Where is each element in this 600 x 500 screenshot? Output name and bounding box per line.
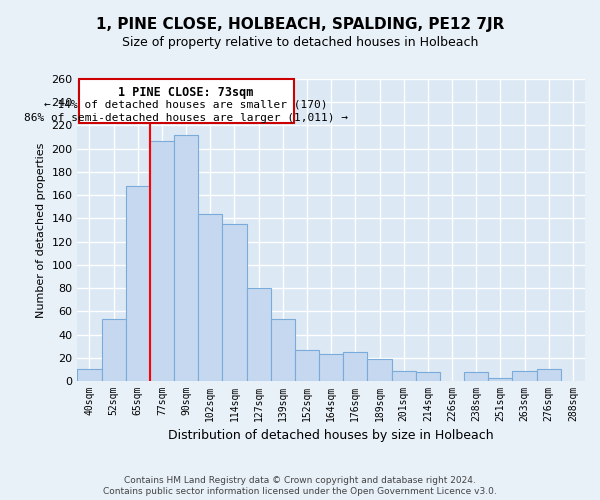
Text: Contains public sector information licensed under the Open Government Licence v3: Contains public sector information licen… [103, 487, 497, 496]
Text: Size of property relative to detached houses in Holbeach: Size of property relative to detached ho… [122, 36, 478, 49]
Bar [198, 214, 223, 381]
Bar [126, 186, 150, 381]
X-axis label: Distribution of detached houses by size in Holbeach: Distribution of detached houses by size … [169, 430, 494, 442]
Bar [295, 350, 319, 381]
Bar [343, 352, 367, 381]
Bar [174, 135, 198, 381]
Y-axis label: Number of detached properties: Number of detached properties [35, 142, 46, 318]
Bar [464, 372, 488, 381]
Bar [536, 370, 561, 381]
Bar [319, 354, 343, 381]
Bar [101, 320, 126, 381]
Bar [512, 370, 536, 381]
Bar [247, 288, 271, 381]
Text: 1, PINE CLOSE, HOLBEACH, SPALDING, PE12 7JR: 1, PINE CLOSE, HOLBEACH, SPALDING, PE12 … [96, 18, 504, 32]
Bar [488, 378, 512, 381]
Bar [416, 372, 440, 381]
Bar [150, 140, 174, 381]
Text: 1 PINE CLOSE: 73sqm: 1 PINE CLOSE: 73sqm [118, 86, 254, 99]
Bar [223, 224, 247, 381]
Text: ← 14% of detached houses are smaller (170): ← 14% of detached houses are smaller (17… [44, 100, 328, 110]
Bar [392, 370, 416, 381]
Bar [367, 359, 392, 381]
FancyBboxPatch shape [79, 79, 294, 123]
Text: 86% of semi-detached houses are larger (1,011) →: 86% of semi-detached houses are larger (… [24, 112, 348, 122]
Text: Contains HM Land Registry data © Crown copyright and database right 2024.: Contains HM Land Registry data © Crown c… [124, 476, 476, 485]
Bar [77, 370, 101, 381]
Bar [271, 320, 295, 381]
